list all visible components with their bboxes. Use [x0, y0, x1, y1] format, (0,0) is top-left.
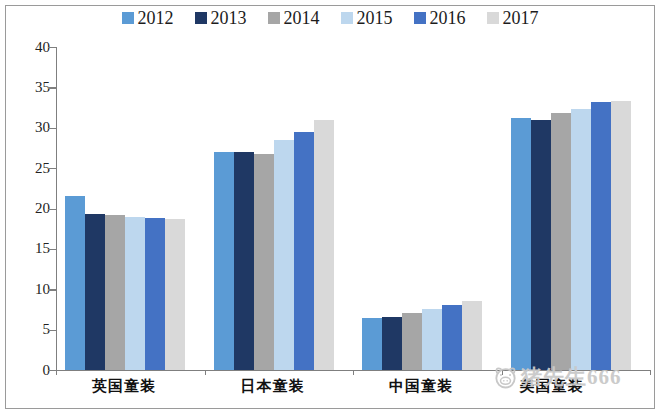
- bar-美国童装-2016: [591, 102, 611, 370]
- bar-美国童装-2013: [531, 120, 551, 370]
- y-tick-label-30: 30: [14, 120, 50, 135]
- legend-item-2016: 2016: [414, 9, 466, 27]
- legend-swatch-2014: [268, 12, 280, 24]
- legend-label: 2014: [284, 9, 320, 27]
- bar-英国童装-2013: [85, 214, 105, 370]
- y-tick-label-10: 10: [14, 282, 50, 297]
- bar-英国童装-2014: [105, 215, 125, 370]
- bar-美国童装-2017: [611, 101, 631, 370]
- legend-item-2014: 2014: [268, 9, 320, 27]
- legend-swatch-2012: [122, 12, 134, 24]
- legend-item-2017: 2017: [487, 9, 539, 27]
- legend-swatch-2013: [195, 12, 207, 24]
- x-category-label-1: 英国童装: [62, 377, 186, 396]
- legend-label: 2012: [138, 9, 174, 27]
- bar-英国童装-2015: [125, 217, 145, 370]
- y-tick-mark: [48, 128, 56, 129]
- legend-item-2015: 2015: [341, 9, 393, 27]
- bar-日本童装-2012: [214, 152, 234, 370]
- bar-中国童装-2014: [402, 313, 422, 370]
- bar-中国童装-2013: [382, 317, 402, 370]
- bar-英国童装-2017: [165, 219, 185, 370]
- plot-area: [56, 47, 651, 371]
- y-tick-mark: [48, 87, 56, 88]
- x-tick-mark: [353, 371, 354, 375]
- y-tick-mark: [48, 209, 56, 210]
- bar-中国童装-2015: [422, 309, 442, 370]
- x-tick-mark: [650, 371, 651, 375]
- bar-中国童装-2012: [362, 318, 382, 370]
- bar-美国童装-2015: [571, 109, 591, 370]
- y-tick-mark: [48, 47, 56, 48]
- y-tick-mark: [48, 289, 56, 290]
- legend-label: 2016: [430, 9, 466, 27]
- y-tick-label-20: 20: [14, 201, 50, 216]
- chart-legend: 2012 2013 2014 2015 2016 2017: [0, 9, 660, 27]
- bar-日本童装-2015: [274, 140, 294, 370]
- bar-英国童装-2012: [65, 196, 85, 370]
- y-tick-label-25: 25: [14, 161, 50, 176]
- y-tick-mark: [48, 370, 56, 371]
- bar-美国童装-2012: [511, 118, 531, 370]
- bar-日本童装-2014: [254, 154, 274, 370]
- bar-中国童装-2017: [462, 301, 482, 370]
- pig-icon: [492, 365, 519, 390]
- y-tick-label-40: 40: [14, 40, 50, 55]
- y-tick-label-35: 35: [14, 80, 50, 95]
- y-tick-mark: [48, 330, 56, 331]
- legend-label: 2015: [357, 9, 393, 27]
- watermark: 猪先生666: [492, 365, 622, 390]
- y-tick-mark: [48, 249, 56, 250]
- x-category-label-2: 日本童装: [211, 377, 335, 396]
- y-tick-label-0: 0: [14, 363, 50, 378]
- legend-swatch-2015: [341, 12, 353, 24]
- y-tick-label-15: 15: [14, 241, 50, 256]
- y-tick-mark: [48, 168, 56, 169]
- watermark-text: 猪先生666: [521, 367, 622, 388]
- bar-中国童装-2016: [442, 305, 462, 370]
- bar-英国童装-2016: [145, 218, 165, 370]
- y-tick-label-5: 5: [14, 322, 50, 337]
- legend-item-2013: 2013: [195, 9, 247, 27]
- x-tick-mark: [205, 371, 206, 375]
- bar-日本童装-2016: [294, 132, 314, 370]
- x-tick-mark: [56, 371, 57, 375]
- bar-日本童装-2017: [314, 120, 334, 370]
- legend-swatch-2017: [487, 12, 499, 24]
- legend-label: 2013: [211, 9, 247, 27]
- legend-label: 2017: [503, 9, 539, 27]
- legend-item-2012: 2012: [122, 9, 174, 27]
- x-category-label-3: 中国童装: [359, 377, 483, 396]
- bar-美国童装-2014: [551, 113, 571, 370]
- bar-日本童装-2013: [234, 152, 254, 370]
- legend-swatch-2016: [414, 12, 426, 24]
